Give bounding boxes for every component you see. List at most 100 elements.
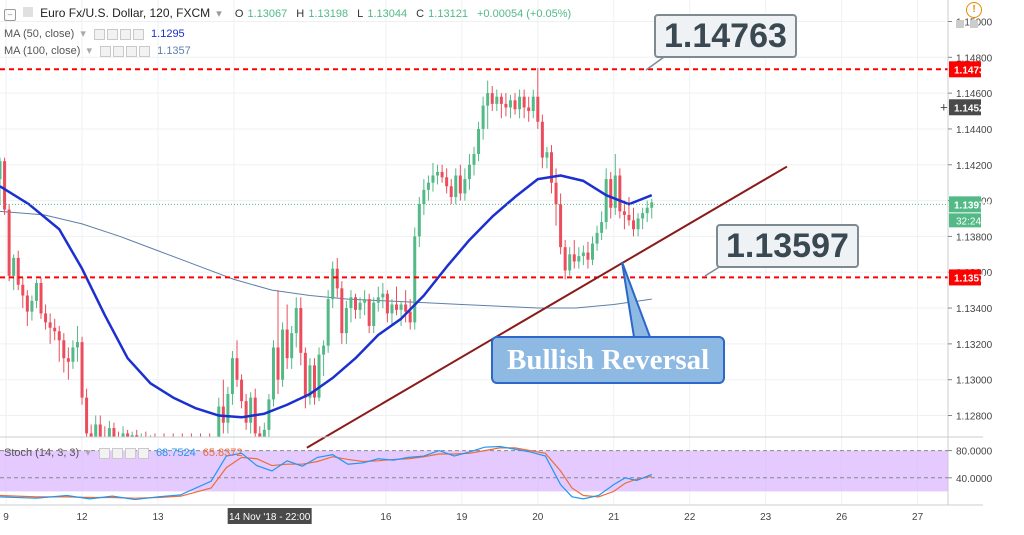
candle-body [213,441,216,445]
candle-body [0,161,2,180]
collapse-icon[interactable]: – [4,9,16,21]
candle-body [344,308,348,334]
candle-body [3,161,7,210]
candle-body [531,96,535,112]
candle-body [144,437,147,444]
candle-body [467,164,471,180]
candle-body [126,433,130,437]
stoch-visibility-icon[interactable] [98,447,110,459]
candle-body [363,299,367,303]
ohlc-change: +0.00054 (+0.05%) [477,8,572,20]
candle-body [490,93,494,104]
stoch-dropdown-icon[interactable]: ▾ [85,447,91,459]
candle-body [586,252,590,260]
ma100-visibility-icon[interactable] [100,45,112,57]
candle-body [504,103,508,108]
ma100-settings-icon[interactable] [113,45,125,57]
time-tick-label: 12 [76,512,88,523]
candle-body [167,441,170,445]
candle-body [449,186,453,198]
ma100-remove-icon[interactable] [139,45,151,57]
stoch-d-line [0,447,652,499]
candle-body [472,154,476,165]
candle-body [399,304,403,310]
crosshair-marker-icon: + [940,99,948,114]
candle-body [522,96,526,108]
symbol-title[interactable]: Euro Fx/U.S. Dollar, 120, FXCM [40,6,211,20]
pane-up-icon[interactable] [956,20,964,28]
resistance-tag-bg [949,61,981,78]
candle-body [204,441,207,445]
stoch-k-value: 68.7524 [155,447,196,459]
candle-body [527,107,531,112]
ma100-value: 1.1357 [157,45,191,57]
ohlc-open-label: O [234,8,244,20]
candle-body [440,171,444,178]
ma50-add-icon[interactable] [119,28,131,40]
price-tick-label: 1.13200 [956,340,993,351]
ma100-dropdown-icon[interactable]: ▾ [86,45,93,57]
candle-body [16,257,20,285]
candle-body [591,243,594,260]
candle-body [308,365,312,398]
candle-body [572,254,576,262]
ma50-visibility-icon[interactable] [93,28,105,40]
candle-body [540,121,544,158]
stoch-add-icon[interactable] [124,447,136,459]
candle-body [249,397,253,423]
ma100-legend[interactable]: MA (100, close) ▾ 1.1357 [4,44,191,57]
ohlc-low: 1.13044 [367,8,408,20]
pane-down-icon[interactable] [970,20,978,28]
candle-body [322,345,326,355]
candle-body [317,354,321,398]
candle-body [636,218,640,230]
symbol-dropdown-icon[interactable]: ▾ [216,8,222,20]
candle-body [499,96,503,104]
stoch-d-value: 65.8372 [202,447,243,459]
candle-body [34,282,38,301]
candle-body [285,329,289,359]
ma50-legend[interactable]: MA (50, close) ▾ 1.1295 [4,27,185,40]
candle-body [25,295,29,312]
ma100-add-icon[interactable] [126,45,138,57]
candle-body [613,175,617,208]
candle-body [181,441,184,445]
candle-body [413,236,417,323]
candle-body [518,96,522,110]
candle-body [600,222,604,233]
time-tick-label: 23 [760,512,772,523]
ma50-remove-icon[interactable] [132,28,144,40]
trendline [306,165,788,449]
candle-body [39,282,43,314]
candle-body [121,433,125,437]
stoch-remove-icon[interactable] [137,447,149,459]
candle-body [395,304,399,310]
time-tick-label: 19 [456,512,468,523]
candle-body [194,441,197,445]
ma50-settings-icon[interactable] [106,28,118,40]
candle-body [80,342,84,398]
chart-header: – Euro Fx/U.S. Dollar, 120, FXCM ▾ O 1.1… [4,6,571,21]
candle-body [618,175,622,212]
time-tick-label: 21 [608,512,620,523]
candle-body [358,302,362,310]
price-tick-label: 1.14600 [956,89,993,100]
ma50-dropdown-icon[interactable]: ▾ [80,28,86,40]
price-tick-label: 1.14400 [956,125,993,136]
candle-body [226,394,230,423]
candle-body [176,441,179,445]
stoch-legend[interactable]: Stoch (14, 3, 3) ▾ 68.7524 65.8372 [4,446,243,459]
stoch-settings-icon[interactable] [111,447,123,459]
candle-body [381,293,385,298]
candle-body [513,100,517,110]
candle-body [30,300,34,312]
ma50-value: 1.1295 [151,28,185,40]
candle-body [312,365,316,398]
candle-body [230,358,234,395]
candle-body [75,342,79,348]
alert-icon[interactable]: ! [966,2,982,18]
candle-body [244,401,248,423]
stoch-tick-label: 80.0000 [956,447,993,458]
time-tick-label: 22 [684,512,696,523]
